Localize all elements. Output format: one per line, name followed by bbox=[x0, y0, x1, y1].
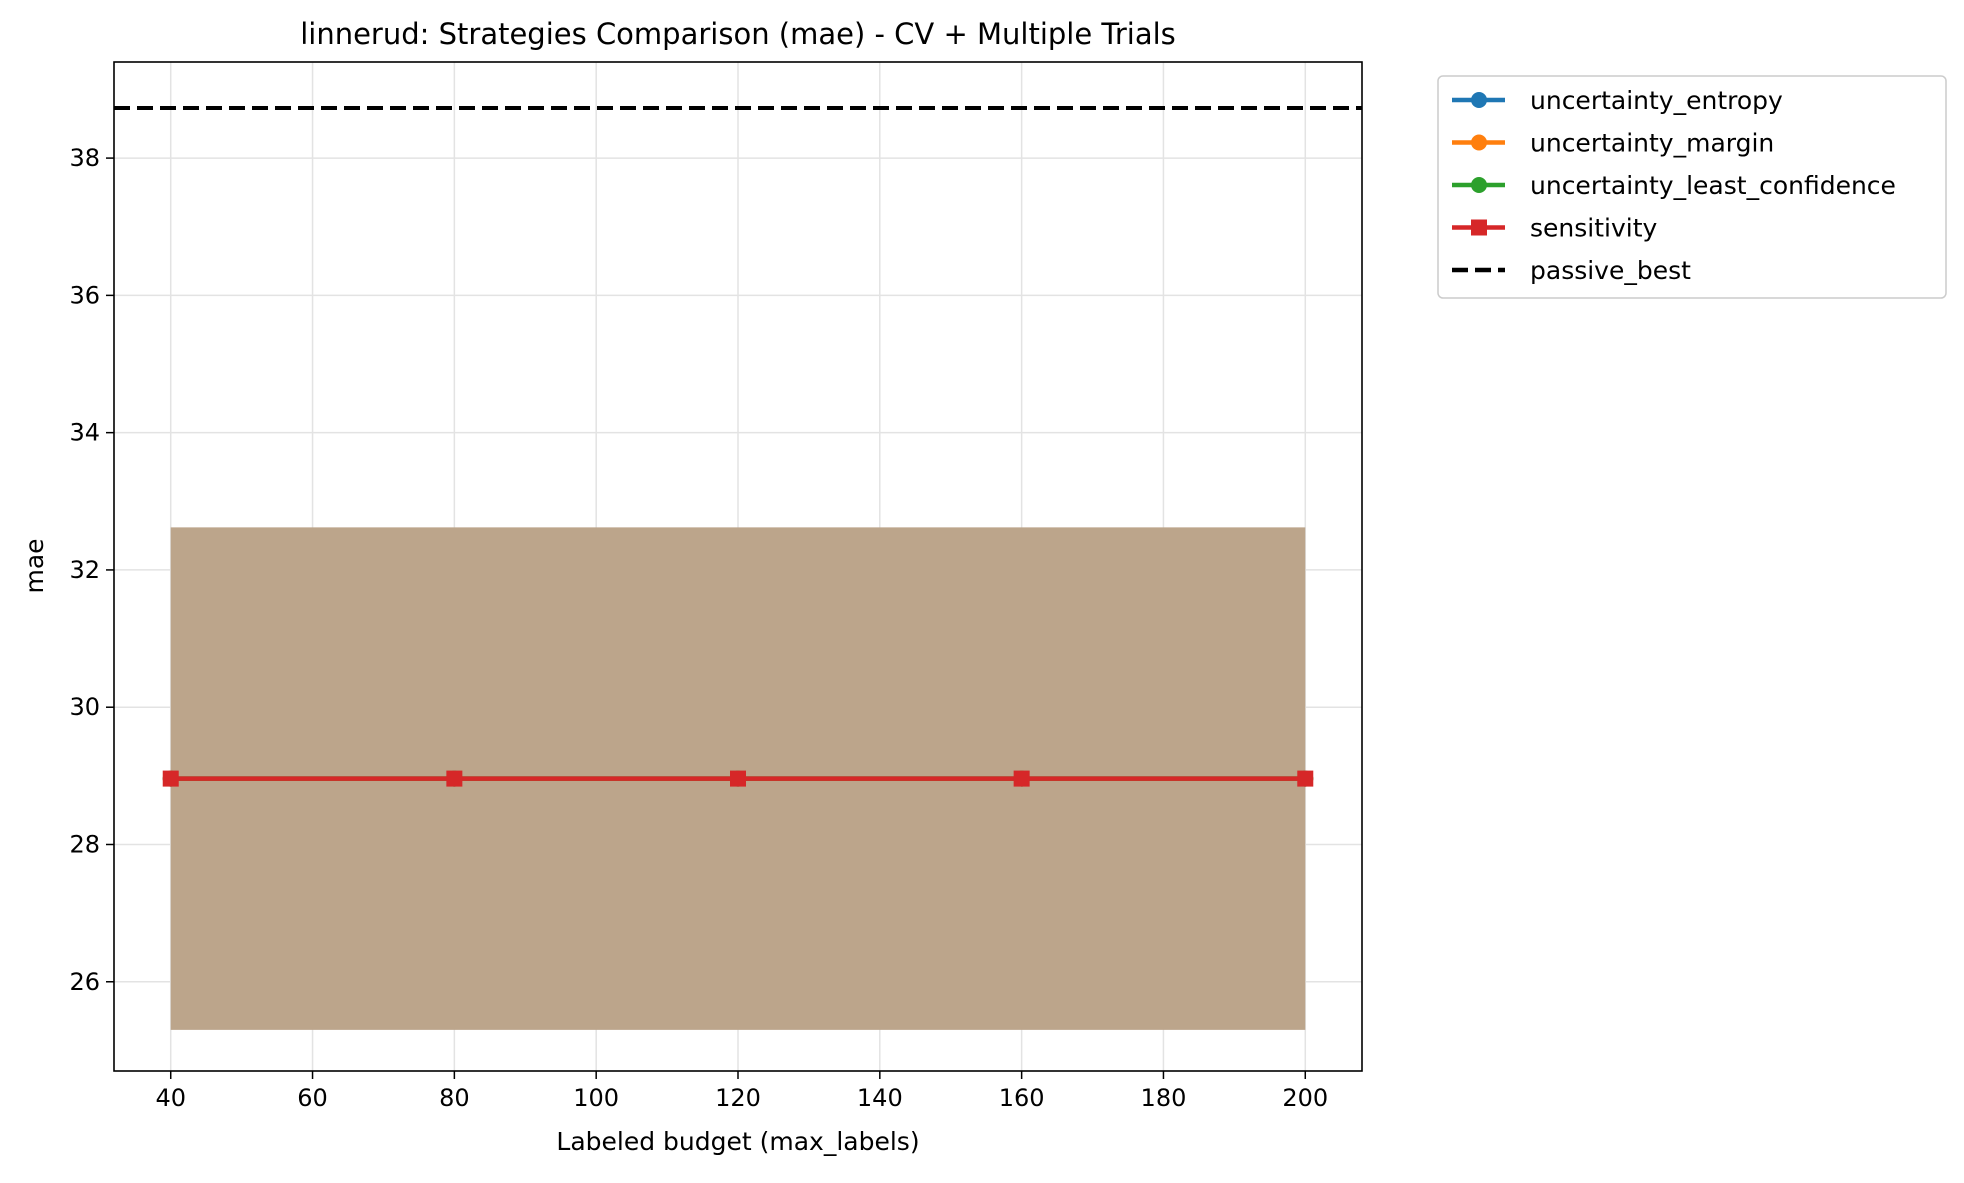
y-tick-label: 34 bbox=[69, 419, 100, 447]
legend-marker-uncertainty-entropy bbox=[1471, 92, 1487, 108]
sensitivity-marker bbox=[1013, 770, 1030, 787]
x-tick-label: 160 bbox=[999, 1084, 1045, 1112]
y-tick-label: 38 bbox=[69, 144, 100, 172]
legend-marker-uncertainty-least-confidence bbox=[1471, 177, 1487, 193]
y-axis-title: mae bbox=[20, 538, 49, 593]
x-tick-label: 40 bbox=[155, 1084, 186, 1112]
y-tick-label: 26 bbox=[69, 968, 100, 996]
x-axis-title: Labeled budget (max_labels) bbox=[556, 1127, 919, 1156]
x-tick-label: 180 bbox=[1141, 1084, 1187, 1112]
y-tick-label: 30 bbox=[69, 693, 100, 721]
y-tick-label: 28 bbox=[69, 830, 100, 858]
x-axis-ticks: 40 60 80 100 120 140 160 180 200 bbox=[155, 1071, 1328, 1112]
legend-frame bbox=[1437, 75, 1947, 299]
legend-label-uncertainty-margin: uncertainty_margin bbox=[1530, 129, 1774, 158]
sensitivity-marker bbox=[446, 770, 463, 787]
legend-items: uncertainty_entropy uncertainty_marginunc… bbox=[1452, 86, 1896, 285]
x-tick-label: 140 bbox=[857, 1084, 903, 1112]
y-axis-ticks: 26 28 30 32 34 36 38 bbox=[69, 144, 114, 996]
series bbox=[162, 770, 1314, 787]
y-tick-label: 32 bbox=[69, 556, 100, 584]
legend-label-sensitivity: sensitivity bbox=[1530, 214, 1658, 243]
legend-label-passive-best: passive_best bbox=[1530, 256, 1691, 285]
legend-label-uncertainty-least-confidence: uncertainty_least_confidence bbox=[1530, 171, 1896, 200]
x-tick-label: 200 bbox=[1282, 1084, 1328, 1112]
x-tick-label: 120 bbox=[715, 1084, 761, 1112]
legend-marker-sensitivity bbox=[1471, 219, 1487, 236]
chart-title: linnerud: Strategies Comparison (mae) - … bbox=[300, 17, 1176, 51]
y-tick-label: 36 bbox=[69, 281, 100, 309]
legend: uncertainty_entropy uncertainty_marginunc… bbox=[1437, 75, 1947, 299]
x-tick-label: 80 bbox=[439, 1084, 470, 1112]
sensitivity-marker bbox=[730, 770, 746, 787]
legend-marker-uncertainty-margin bbox=[1471, 134, 1487, 151]
x-tick-label: 60 bbox=[297, 1084, 328, 1112]
sensitivity-marker bbox=[1297, 770, 1314, 787]
x-tick-label: 100 bbox=[573, 1084, 619, 1112]
legend-label-uncertainty-entropy: uncertainty_entropy bbox=[1530, 86, 1783, 115]
sensitivity-marker bbox=[162, 770, 179, 787]
